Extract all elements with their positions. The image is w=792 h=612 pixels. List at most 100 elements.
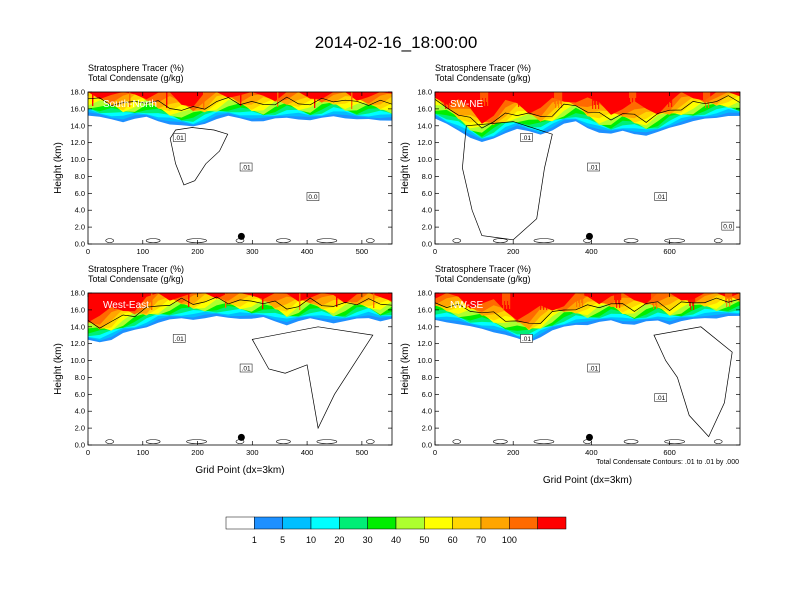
- y-tick-label: 12.0: [70, 339, 85, 348]
- colorbar-label: 100: [502, 535, 517, 545]
- tracer-streaks: [443, 92, 711, 109]
- location-marker: [237, 433, 245, 441]
- contour-label-box: [654, 192, 667, 201]
- y-tick-label: 8.0: [75, 172, 85, 181]
- contour-label: 0.0: [308, 194, 317, 201]
- y-tick-label: 18.0: [70, 88, 85, 97]
- region-label: West-East: [103, 300, 149, 311]
- colorbar-swatch: [480, 516, 510, 530]
- x-tick-label: 200: [191, 247, 204, 256]
- y-tick-label: 6.0: [422, 390, 432, 399]
- condensate-contour-low: [105, 439, 375, 444]
- panel-frame: [87, 292, 393, 446]
- x-tick-label: 200: [507, 247, 520, 256]
- y-tick-label: 6.0: [422, 189, 432, 198]
- contour-label-box: [520, 133, 533, 142]
- colorbar-label: 60: [448, 535, 458, 545]
- contour-label: .01: [175, 336, 184, 343]
- x-tick-label: 400: [301, 448, 314, 457]
- x-tick-label: 400: [585, 247, 598, 256]
- region-label: South-North: [103, 99, 157, 110]
- tracer-band-11: [435, 293, 740, 321]
- x-tick-label: 300: [246, 448, 259, 457]
- panel-plot-area: .01 .01 .01 0.0 SW-NE: [435, 92, 740, 244]
- x-tick-label: 600: [663, 247, 676, 256]
- y-tick-label: 12.0: [417, 339, 432, 348]
- contour-label: .01: [656, 395, 665, 402]
- contour-label: .01: [522, 135, 531, 142]
- contour-note: Total Condensate Contours: .01 to .01 by…: [596, 459, 739, 466]
- panel-plot-area: .01 .01 .01 NW-SE: [435, 293, 740, 445]
- panel-header-tracer: Stratosphere Tracer (%): [435, 264, 531, 274]
- panel-header-condensate: Total Condensate (g/kg): [88, 274, 184, 284]
- colorbar-swatch: [367, 516, 397, 530]
- panel-header-condensate: Total Condensate (g/kg): [435, 274, 531, 284]
- contour-label-box: [654, 393, 667, 402]
- colorbar-swatch: [254, 516, 283, 530]
- colorbar-label: 40: [391, 535, 401, 545]
- x-axis-label: Grid Point (dx=3km): [543, 475, 632, 486]
- contour-label-box: [172, 334, 186, 343]
- colorbar-swatch: [424, 516, 453, 530]
- y-axis-label: Height (km): [53, 343, 64, 395]
- colorbar-swatch: [537, 516, 567, 530]
- x-tick-label: 200: [191, 448, 204, 457]
- panel-header-tracer: Stratosphere Tracer (%): [88, 264, 184, 274]
- location-marker: [585, 433, 593, 441]
- condensate-contour-top: [435, 95, 740, 129]
- condensate-contour-low: [105, 238, 375, 243]
- contour-label: .01: [589, 165, 598, 172]
- condensate-contour-cloud: [169, 127, 229, 186]
- panel-header-condensate: Total Condensate (g/kg): [435, 73, 531, 83]
- tracer-band-11: [435, 92, 740, 124]
- y-tick-label: 14.0: [70, 121, 85, 130]
- y-tick-label: 0.0: [75, 240, 85, 249]
- colorbar-swatch: [225, 516, 255, 530]
- y-tick-label: 18.0: [417, 88, 432, 97]
- panel-plot-area: .01 .01 West-East: [88, 293, 392, 445]
- y-tick-label: 8.0: [422, 373, 432, 382]
- panel-frame: [434, 292, 741, 446]
- condensate-contour-cloud: [653, 326, 733, 438]
- y-tick-label: 0.0: [422, 441, 432, 450]
- y-tick-label: 16.0: [70, 104, 85, 113]
- y-tick-label: 14.0: [417, 121, 432, 130]
- y-tick-label: 6.0: [75, 390, 85, 399]
- y-tick-label: 18.0: [70, 289, 85, 298]
- x-tick-label: 200: [507, 448, 520, 457]
- y-tick-label: 2.0: [422, 424, 432, 433]
- x-tick-label: 0: [433, 247, 437, 256]
- colorbar-label: 20: [334, 535, 344, 545]
- condensate-contour-cloud: [251, 326, 374, 430]
- y-tick-label: 8.0: [75, 373, 85, 382]
- x-axis-label: Grid Point (dx=3km): [195, 465, 284, 476]
- x-tick-label: 100: [137, 448, 150, 457]
- x-tick-label: 0: [86, 448, 90, 457]
- y-tick-label: 16.0: [417, 104, 432, 113]
- y-tick-label: 2.0: [75, 424, 85, 433]
- colorbar-label: 30: [363, 535, 373, 545]
- y-tick-label: 16.0: [70, 305, 85, 314]
- region-label: SW-NE: [450, 99, 483, 110]
- contour-label: .01: [242, 366, 251, 373]
- y-tick-label: 14.0: [417, 322, 432, 331]
- colorbar-swatch: [509, 516, 538, 530]
- colorbar-label: 10: [306, 535, 316, 545]
- y-tick-label: 12.0: [417, 138, 432, 147]
- colorbar-label: 1: [252, 535, 257, 545]
- panel-west-east: Stratosphere Tracer (%)Total Condensate …: [53, 264, 393, 476]
- colorbar-label: 70: [476, 535, 486, 545]
- panel-sw-ne: Stratosphere Tracer (%)Total Condensate …: [400, 63, 741, 256]
- y-tick-label: 4.0: [75, 407, 85, 416]
- contour-label: .01: [656, 194, 665, 201]
- location-marker: [585, 232, 593, 240]
- tracer-streaks: [114, 293, 375, 310]
- colorbar-label: 5: [280, 535, 285, 545]
- y-tick-label: 10.0: [70, 155, 85, 164]
- panel-header-tracer: Stratosphere Tracer (%): [88, 63, 184, 73]
- y-tick-label: 10.0: [70, 356, 85, 365]
- tracer-streaks: [465, 293, 733, 310]
- contour-label-box: [172, 133, 186, 142]
- condensate-contour-top: [435, 297, 740, 324]
